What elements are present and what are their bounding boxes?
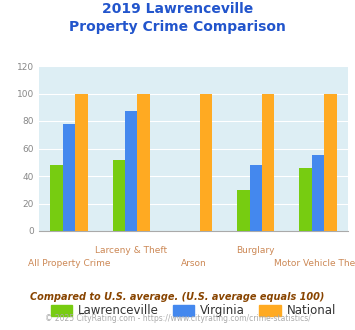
Bar bbox=[312, 155, 324, 231]
Bar bbox=[250, 165, 262, 231]
Text: © 2025 CityRating.com - https://www.cityrating.com/crime-statistics/: © 2025 CityRating.com - https://www.city… bbox=[45, 314, 310, 323]
Text: Larceny & Theft: Larceny & Theft bbox=[95, 246, 167, 255]
Bar bbox=[324, 93, 337, 231]
Text: Arson: Arson bbox=[181, 259, 206, 268]
Bar bbox=[200, 93, 212, 231]
Text: Burglary: Burglary bbox=[236, 246, 275, 255]
Bar bbox=[63, 124, 75, 231]
Bar bbox=[137, 93, 150, 231]
Legend: Lawrenceville, Virginia, National: Lawrenceville, Virginia, National bbox=[46, 300, 341, 322]
Text: Compared to U.S. average. (U.S. average equals 100): Compared to U.S. average. (U.S. average … bbox=[30, 292, 325, 302]
Bar bbox=[262, 93, 274, 231]
Bar bbox=[75, 93, 88, 231]
Bar bbox=[125, 112, 137, 231]
Bar bbox=[237, 190, 250, 231]
Bar bbox=[299, 168, 312, 231]
Text: Property Crime Comparison: Property Crime Comparison bbox=[69, 20, 286, 34]
Text: All Property Crime: All Property Crime bbox=[28, 259, 110, 268]
Bar bbox=[50, 165, 63, 231]
Text: Motor Vehicle Theft: Motor Vehicle Theft bbox=[274, 259, 355, 268]
Bar bbox=[113, 159, 125, 231]
Text: 2019 Lawrenceville: 2019 Lawrenceville bbox=[102, 2, 253, 16]
